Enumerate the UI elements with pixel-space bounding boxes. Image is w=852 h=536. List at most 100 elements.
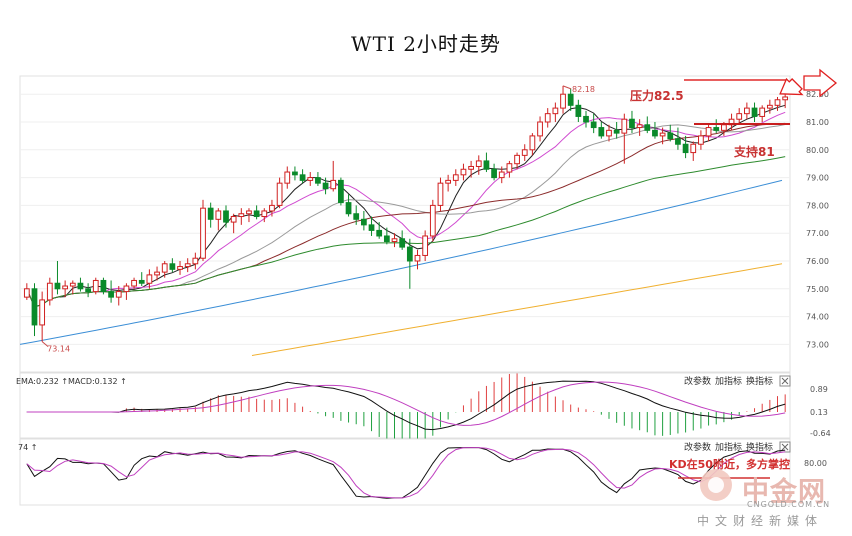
kdj-y-tick: 80.00 <box>804 459 827 468</box>
candle-body <box>598 127 605 137</box>
candle-body <box>491 168 497 179</box>
candle-body <box>192 257 199 265</box>
y-tick-label: 77.00 <box>806 229 829 238</box>
y-tick-label: 81.00 <box>806 118 829 127</box>
candle-body <box>108 291 114 298</box>
candle-body <box>575 104 582 117</box>
macd-dea-line <box>26 381 786 426</box>
macd-ema-label: EMA:0.232 ↑ <box>16 377 68 386</box>
kdj-d-line <box>26 447 786 499</box>
candle-body <box>215 210 222 220</box>
chart-title: WTI 2小时走势 <box>351 32 501 56</box>
candle-body <box>529 135 536 151</box>
candle-body <box>782 96 789 101</box>
macd-dif-line <box>26 380 786 431</box>
candle-body <box>261 210 268 218</box>
candle-body <box>330 179 337 190</box>
candle-body <box>552 107 559 115</box>
candle-body <box>115 291 122 298</box>
y-tick-label: 75.00 <box>806 285 829 294</box>
candle-body <box>751 107 758 117</box>
macd-button-2[interactable]: 加指标 <box>715 375 742 387</box>
macd-button-1[interactable]: 改参数 <box>684 375 711 387</box>
candle-body <box>705 127 712 137</box>
candle-body <box>483 160 490 170</box>
candle-body <box>406 246 413 262</box>
candle-body <box>437 182 444 206</box>
candle-body <box>659 132 666 137</box>
kdj-panel <box>19 438 791 506</box>
candle-body <box>682 143 689 154</box>
y-tick-label: 73.00 <box>806 340 829 349</box>
kdj-label: 74 ↑ <box>18 443 37 452</box>
watermark-media: 中文财经新媒体 <box>697 514 824 528</box>
candle-body <box>590 121 597 129</box>
low-pointer <box>41 341 49 348</box>
support-label: 支持81 <box>733 144 775 159</box>
candle-body <box>636 124 643 129</box>
candle-body <box>54 282 61 290</box>
candle-body <box>698 135 704 145</box>
candle-body <box>138 279 145 284</box>
candle-body <box>452 174 459 181</box>
macd-y-tick: 0.89 <box>810 385 828 394</box>
ma-line-250 <box>251 263 783 356</box>
y-tick-label: 82.00 <box>806 90 829 99</box>
candle-body <box>23 288 30 298</box>
macd-button-3[interactable]: 换指标 <box>746 375 773 387</box>
kdj-annotation: KD在50附近，多方掌控 <box>669 457 790 471</box>
y-tick-label: 74.00 <box>806 313 829 322</box>
candle-body <box>468 165 474 170</box>
right-arrow-icon <box>803 68 838 98</box>
candle-body <box>322 182 329 190</box>
kdj-button-3[interactable]: 换指标 <box>746 441 773 453</box>
candle-body <box>77 282 84 290</box>
candle-body <box>652 129 658 137</box>
kdj-button-2[interactable]: 加指标 <box>715 441 742 453</box>
candle-body <box>123 285 130 293</box>
candle-body <box>246 210 252 215</box>
candle-body <box>606 129 612 137</box>
macd-y-tick: 0.13 <box>810 408 828 417</box>
candle-body <box>238 213 245 218</box>
candle-body <box>269 204 275 212</box>
candle-body <box>460 168 467 176</box>
candle-body <box>759 107 766 117</box>
price-panel <box>19 75 791 373</box>
candle-body <box>475 160 482 167</box>
up-arrow-icon <box>779 77 804 96</box>
candle-body <box>177 266 183 270</box>
candle-body <box>46 282 53 301</box>
candle-body <box>774 99 781 106</box>
y-tick-label: 76.00 <box>806 257 829 266</box>
candle-body <box>766 104 773 109</box>
candle-body <box>521 149 528 156</box>
low-label: 73.14 <box>47 345 70 354</box>
candle-body <box>667 132 674 140</box>
candle-body <box>207 207 214 220</box>
candle-body <box>223 210 229 223</box>
candle-body <box>184 263 191 268</box>
candle-body <box>353 213 360 220</box>
macd-close-glyph <box>781 377 789 385</box>
candle-body <box>299 174 306 181</box>
kdj-button-1[interactable]: 改参数 <box>684 441 711 453</box>
candle-body <box>583 115 589 123</box>
candle-body <box>154 271 160 276</box>
candle-body <box>629 118 635 129</box>
high-pointer <box>562 85 572 90</box>
candle-body <box>391 238 398 243</box>
candle-body <box>713 127 720 131</box>
candle-body <box>276 182 283 206</box>
candle-body <box>307 177 314 181</box>
candle-body <box>92 279 99 293</box>
y-tick-label: 79.00 <box>806 174 829 183</box>
candle-body <box>376 229 383 237</box>
candle-body <box>31 288 38 326</box>
candle-body <box>445 179 452 184</box>
ma-line-10 <box>26 111 786 308</box>
candle-body <box>544 113 551 123</box>
candle-body <box>506 163 513 173</box>
candle-body <box>743 107 750 115</box>
